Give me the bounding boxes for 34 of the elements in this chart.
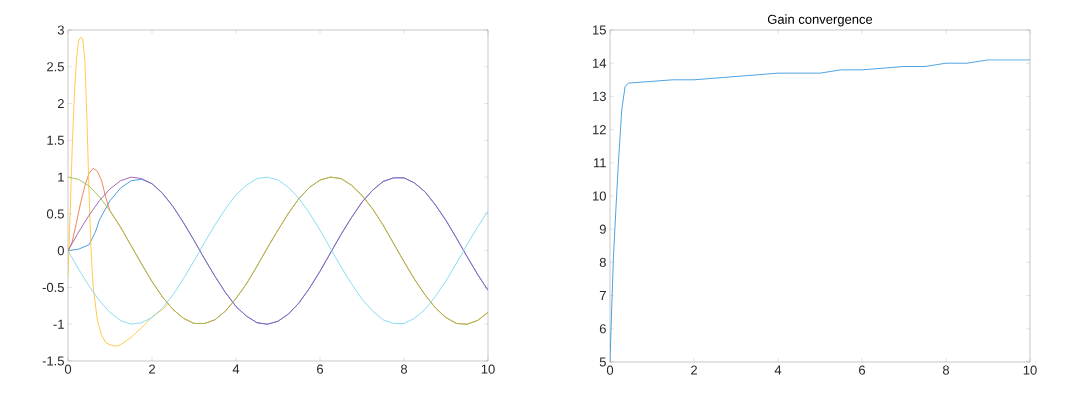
y-tick-label: 9 [599,224,606,234]
y-tick-label: 13 [593,91,606,101]
y-tick-label: 14 [593,58,607,68]
x-tick-label: 4 [232,364,240,374]
y-tick-label: 0 [57,246,64,256]
y-tick-label: 6 [599,324,606,334]
y-tick-label: 12 [593,125,606,135]
y-tick-label: 11 [593,158,606,168]
y-tick-label: 3 [57,25,64,35]
x-tick-label: 0 [64,364,72,374]
y-tick-label: 7 [599,291,606,301]
y-tick-label: 1 [58,172,64,182]
x-tick-label: 10 [481,364,495,374]
y-tick-label: -1.5 [42,356,64,366]
y-tick-label: 10 [593,191,606,201]
y-tick-label: 8 [599,257,606,267]
y-tick-label: 15 [593,25,606,35]
y-tick-label: 2.5 [47,62,64,72]
x-tick-label: 10 [1023,365,1037,375]
x-tick-label: 6 [859,365,866,375]
y-tick-label: 0.5 [46,209,64,219]
x-tick-label: 2 [149,364,155,374]
y-tick-label: 5 [599,357,606,367]
x-tick-label: 2 [691,365,697,375]
x-tick-label: 8 [400,364,408,374]
y-tick-label: 1.5 [47,135,64,145]
x-tick-label: 6 [317,364,324,374]
chart-title: Gain convergence [767,14,873,27]
x-tick-label: 4 [774,365,782,375]
y-tick-label: -0.5 [42,282,64,293]
x-tick-label: 0 [606,365,614,375]
x-tick-label: 8 [942,365,950,375]
y-tick-label: -1 [53,319,64,329]
y-tick-label: 2 [57,99,64,109]
